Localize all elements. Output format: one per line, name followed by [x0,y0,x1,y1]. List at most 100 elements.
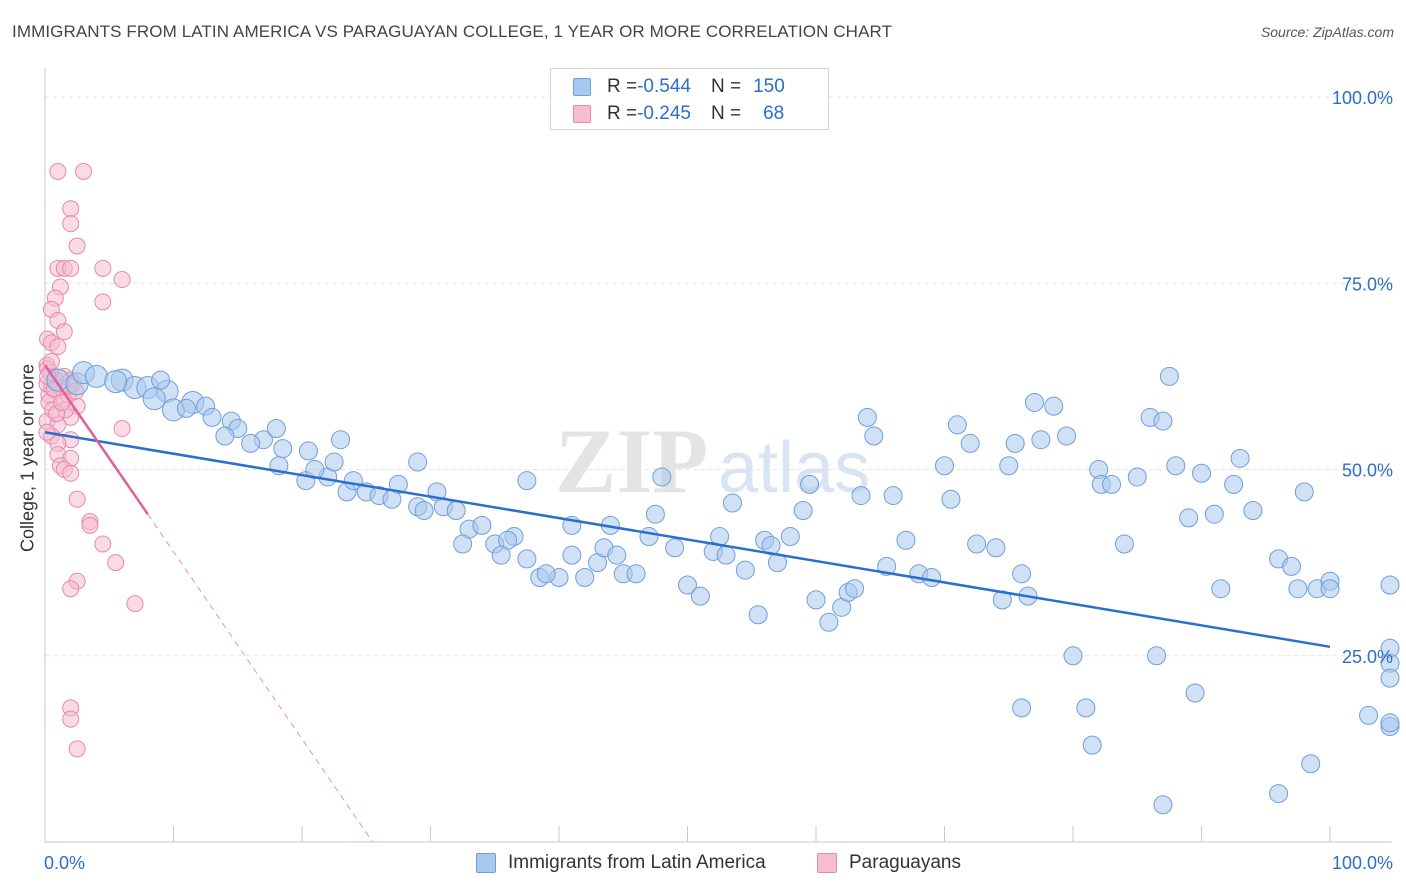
data-point-latin-america [382,489,402,509]
data-point-paraguayans [68,490,86,508]
data-point-latin-america [665,538,685,558]
data-point-latin-america [298,441,318,461]
data-point-latin-america [735,560,755,580]
data-point-latin-america [1288,579,1308,599]
y-axis-label: College, 1 year or more [17,363,38,553]
data-point-latin-america [331,430,351,450]
data-point-latin-america [408,452,428,472]
bottom-legend-label-paraguayans: Paraguayans [849,852,961,873]
data-point-paraguayans [94,259,112,277]
data-point-latin-america [851,486,871,506]
data-point-latin-america [1294,482,1314,502]
legend-row-latin-america: R = -0.544 N = 150 [573,75,785,99]
legend-swatch-pink [573,105,591,123]
data-point-latin-america [1153,411,1173,431]
legend-r-label: R = [607,76,638,97]
data-point-latin-america [536,564,556,584]
data-point-paraguayans [62,580,80,598]
data-point-latin-america [999,456,1019,476]
data-point-latin-america [142,387,166,411]
data-point-latin-america [215,426,235,446]
data-point-latin-america [491,545,511,565]
data-point-latin-america [639,527,659,547]
y-tick-label: 75.0% [1342,274,1393,294]
watermark-atlas: atlas [718,428,870,508]
x-tick-label: 0.0% [44,853,85,873]
data-point-latin-america [1102,474,1122,494]
paraguayans-points [38,163,144,758]
data-point-latin-america [472,515,492,535]
data-point-latin-america [722,493,742,513]
bottom-legend-swatch-blue [476,853,496,873]
data-point-latin-america [1224,474,1244,494]
data-point-latin-america [845,579,865,599]
data-point-latin-america [716,545,736,565]
data-point-latin-america [176,398,196,418]
bottom-legend-paraguayans: Paraguayans [817,852,961,874]
data-point-latin-america [1044,396,1064,416]
bottom-legend-swatch-pink [817,853,837,873]
data-point-paraguayans [113,271,131,289]
bottom-legend-latin-america: Immigrants from Latin America [476,852,766,874]
data-point-paraguayans [68,237,86,255]
data-point-latin-america [1076,698,1096,718]
data-point-latin-america [1024,392,1044,412]
data-point-latin-america [104,370,128,394]
legend-r-label: R = [607,103,638,124]
data-point-latin-america [819,612,839,632]
axis-labels: 25.0% 50.0% 75.0% 100.0% 0.0% 100.0% [44,88,1393,873]
chart-title: IMMIGRANTS FROM LATIN AMERICA VS PARAGUA… [12,22,893,41]
data-point-latin-america [1269,784,1289,804]
legend-swatch-blue [573,78,591,96]
data-point-paraguayans [75,163,93,180]
x-tick-label: 100.0% [1332,853,1393,873]
data-point-latin-america [1380,713,1400,733]
latin-america-points [46,361,1400,815]
data-point-latin-america [652,467,672,487]
data-point-latin-america [517,471,537,491]
data-point-latin-america [273,439,293,459]
data-point-paraguayans [42,352,60,370]
legend-r-value: -0.245 [637,103,691,124]
data-point-latin-america [324,452,344,472]
data-point-latin-america [857,407,877,427]
legend-r-value: -0.544 [637,76,691,97]
data-point-latin-america [517,549,537,569]
data-point-latin-america [941,489,961,509]
data-point-latin-america [1153,795,1173,815]
data-point-latin-america [1185,683,1205,703]
data-point-latin-america [678,575,697,595]
data-point-latin-america [1166,456,1186,476]
watermark-zip: ZIP [555,410,708,512]
watermark: ZIP atlas [555,410,870,512]
data-point-latin-america [986,538,1006,558]
data-point-latin-america [645,504,665,524]
data-point-latin-america [1211,579,1231,599]
data-point-latin-america [1301,754,1321,774]
data-point-latin-america [1005,433,1025,453]
data-point-latin-america [960,433,980,453]
data-point-latin-america [1179,508,1199,528]
trend-line-paraguayans-extension [147,513,374,843]
data-point-latin-america [967,534,987,554]
data-point-latin-america [202,407,222,427]
data-point-paraguayans [107,554,125,572]
data-point-latin-america [748,605,768,625]
data-point-paraguayans [126,595,144,613]
legend-n-value: 150 [753,76,785,97]
legend-n-value: 68 [763,103,785,124]
data-point-latin-america [1012,698,1032,718]
axes [44,68,1392,843]
data-point-latin-america [607,545,627,565]
data-point-latin-america [806,590,826,610]
y-tick-label: 100.0% [1332,88,1393,108]
data-point-latin-america [1243,500,1263,520]
legend-n-label: N = [710,103,742,124]
data-point-latin-america [266,419,286,439]
data-point-latin-america [446,500,466,520]
data-point-latin-america [1114,534,1134,554]
data-point-latin-america [575,568,595,588]
trend-lines [43,364,1331,843]
data-point-latin-america [1127,467,1147,487]
